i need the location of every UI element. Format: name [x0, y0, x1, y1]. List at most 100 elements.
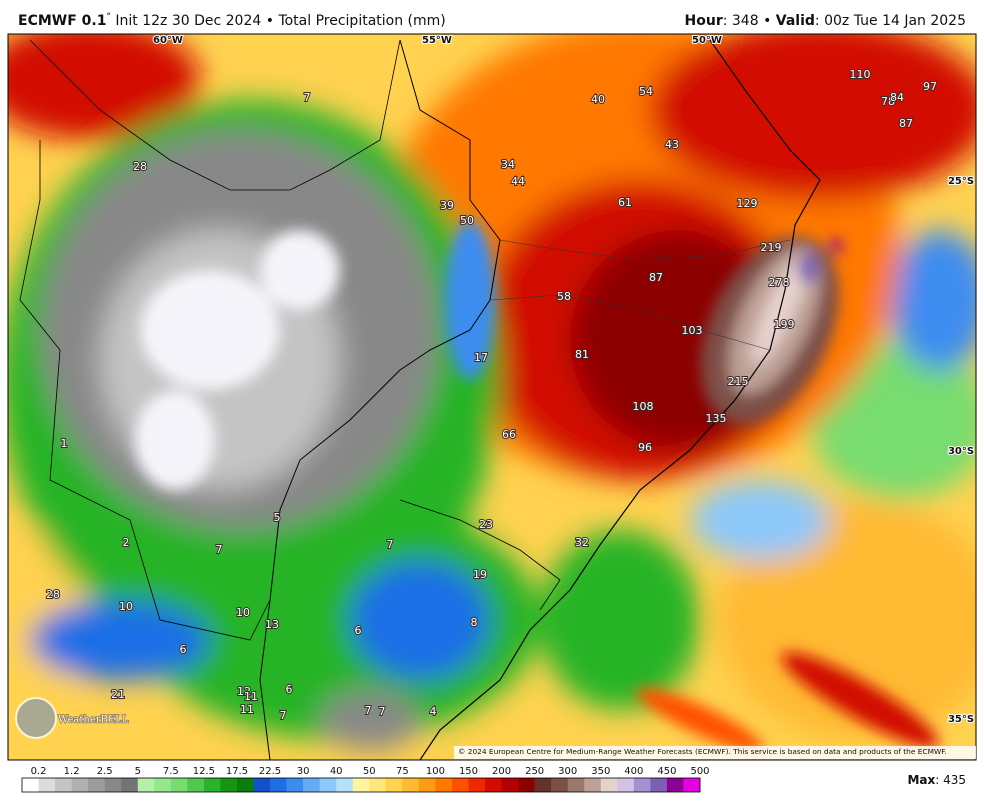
legend-swatch — [633, 778, 651, 792]
legend-label: 12.5 — [193, 766, 215, 777]
legend-label: 200 — [492, 766, 511, 777]
legend-swatch — [385, 778, 403, 792]
legend-swatch — [38, 778, 56, 792]
precip-value: 7 — [304, 91, 311, 104]
precip-value: 2 — [123, 536, 130, 549]
precip-value: 97 — [923, 80, 937, 93]
legend-swatch — [650, 778, 668, 792]
watermark-text: WeatherBELL — [58, 715, 129, 726]
legend-swatch — [501, 778, 519, 792]
precip-value: 66 — [502, 428, 516, 441]
precip-value: 28 — [46, 588, 60, 601]
max-text: Max: 435 — [907, 773, 966, 787]
precip-value: 10 — [236, 606, 250, 619]
legend-label: 40 — [330, 766, 343, 777]
precip-value: 7 — [280, 709, 287, 722]
precip-value: 23 — [479, 518, 493, 531]
precip-value: 219 — [761, 241, 782, 254]
precip-value: 13 — [265, 618, 279, 631]
credit: © 2024 European Centre for Medium-Range … — [458, 747, 947, 756]
legend-swatch — [534, 778, 552, 792]
model-name: ECMWF 0.1 — [18, 13, 106, 29]
legend-swatch — [121, 778, 139, 792]
precip-value: 7 — [365, 704, 372, 717]
hour-label: Hour — [685, 13, 723, 29]
legend-swatch — [71, 778, 89, 792]
legend-label: 7.5 — [163, 766, 179, 777]
precip-value: 17 — [474, 351, 488, 364]
legend-swatch — [683, 778, 701, 792]
precip-value: 215 — [728, 375, 749, 388]
header-left: ECMWF 0.1° Init 12z 30 Dec 2024 • Total … — [18, 12, 446, 30]
legend-label: 300 — [558, 766, 577, 777]
legend-label: 2.5 — [97, 766, 113, 777]
precip-value: 12 — [237, 685, 251, 698]
legend-label: 350 — [591, 766, 610, 777]
precip-value: 7 — [387, 538, 394, 551]
precip-value: 108 — [633, 400, 654, 413]
precip-value: 81 — [575, 348, 589, 361]
legend-swatch — [551, 778, 569, 792]
legend-label: 500 — [690, 766, 709, 777]
precip-value: 34 — [501, 158, 515, 171]
max-value: : 435 — [935, 773, 966, 787]
lon-label: 55°W — [422, 35, 452, 46]
legend-swatch — [220, 778, 238, 792]
legend-swatch — [418, 778, 436, 792]
precip-value: 110 — [850, 68, 871, 81]
init-text: Init 12z 30 Dec 2024 • Total Precipitati… — [111, 13, 446, 29]
precip-value: 87 — [899, 117, 913, 130]
legend-label: 30 — [297, 766, 310, 777]
precip-value: 129 — [737, 197, 758, 210]
legend-swatch — [55, 778, 72, 792]
valid-value: : 00z Tue 14 Jan 2025 — [815, 13, 966, 29]
legend-frame — [21, 777, 701, 793]
precip-value: 1 — [61, 437, 68, 450]
precip-value: 4 — [430, 705, 437, 718]
precip-value: 11 — [244, 690, 258, 703]
precip-value: 6 — [180, 643, 187, 656]
lat-label: 25°S — [948, 176, 974, 187]
precip-value: 10 — [119, 600, 133, 613]
legend-swatch — [468, 778, 486, 792]
precip-value: 87 — [649, 271, 663, 284]
legend-swatch — [203, 778, 221, 792]
legend-swatch — [104, 778, 122, 792]
precip-value: 278 — [769, 276, 790, 289]
legend-swatch — [336, 778, 354, 792]
legend-swatch — [584, 778, 602, 792]
precip-value: 44 — [511, 175, 525, 188]
legend-label: 22.5 — [259, 766, 281, 777]
legend-swatch — [22, 778, 39, 792]
legend-swatch — [617, 778, 635, 792]
legend-swatch — [88, 778, 105, 792]
legend-swatch — [402, 778, 420, 792]
watermark: WeatherBELL — [15, 697, 130, 739]
legend-swatch — [600, 778, 618, 792]
precip-value: 61 — [618, 196, 632, 209]
precip-value: 199 — [774, 318, 795, 331]
legend-label: 75 — [396, 766, 409, 777]
precip-value: 39 — [440, 199, 454, 212]
legend-swatch — [485, 778, 502, 792]
legend-swatch — [435, 778, 453, 792]
precip-value: 11 — [240, 703, 254, 716]
valid-label: Valid — [776, 13, 815, 29]
precip-value: 50 — [460, 214, 474, 227]
precip-value: 7 — [216, 543, 223, 556]
legend-swatch — [286, 778, 304, 792]
legend-swatch — [187, 778, 205, 792]
precip-value: 54 — [639, 85, 653, 98]
degree: ° — [106, 12, 111, 22]
header-right: Hour: 348 • Valid: 00z Tue 14 Jan 2025 — [685, 13, 966, 29]
precip-value: 103 — [682, 324, 703, 337]
legend-swatch — [567, 778, 585, 792]
lat-label: 35°S — [948, 714, 974, 725]
legend-label: 17.5 — [226, 766, 248, 777]
legend-label: 250 — [525, 766, 544, 777]
map-frame — [7, 33, 977, 761]
legend-swatch — [369, 778, 387, 792]
precip-value: 19 — [473, 568, 487, 581]
legend-swatch — [451, 778, 469, 792]
